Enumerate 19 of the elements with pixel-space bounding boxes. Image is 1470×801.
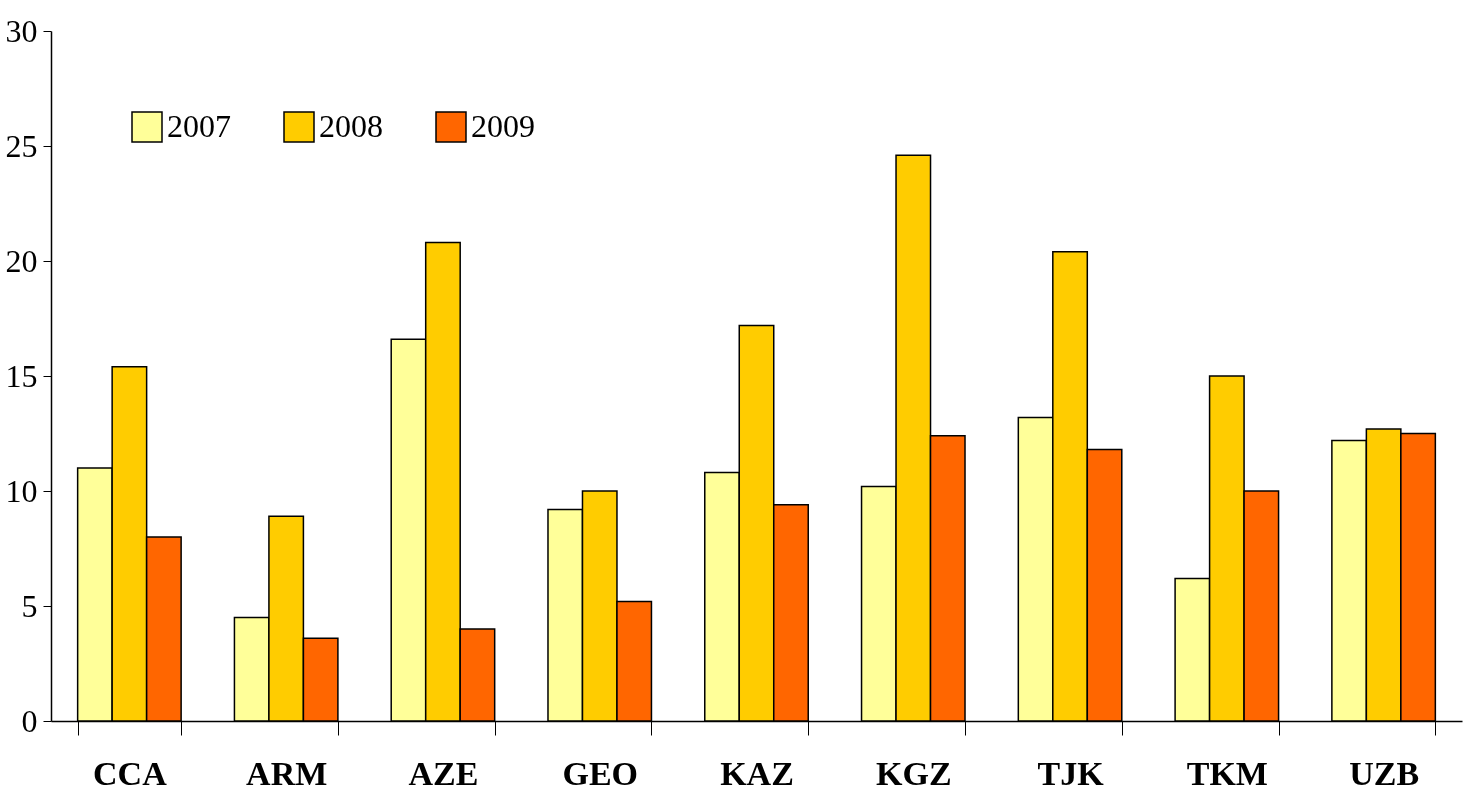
y-tick-label: 20 — [5, 242, 38, 279]
x-tick-label: CCA — [93, 754, 168, 792]
y-tick-label: 15 — [5, 357, 38, 394]
x-tick-label: UZB — [1349, 754, 1420, 792]
x-tick-label: KGZ — [875, 754, 952, 792]
y-tick-label: 0 — [21, 702, 38, 739]
x-tick-label: TKM — [1186, 754, 1268, 792]
y-tick-label: 10 — [5, 472, 38, 509]
x-tick-label: KAZ — [720, 754, 794, 792]
legend-label: 2009 — [471, 108, 535, 144]
y-tick-label: 30 — [5, 12, 38, 49]
y-tick-label: 25 — [5, 127, 38, 164]
x-tick-label: TJK — [1037, 754, 1105, 792]
y-tick-label: 5 — [21, 587, 38, 624]
x-tick-label: ARM — [246, 754, 328, 792]
legend-label: 2008 — [319, 108, 383, 144]
legend-label: 2007 — [167, 108, 231, 144]
x-tick-label: GEO — [562, 754, 639, 792]
x-tick-label: AZE — [408, 754, 479, 792]
